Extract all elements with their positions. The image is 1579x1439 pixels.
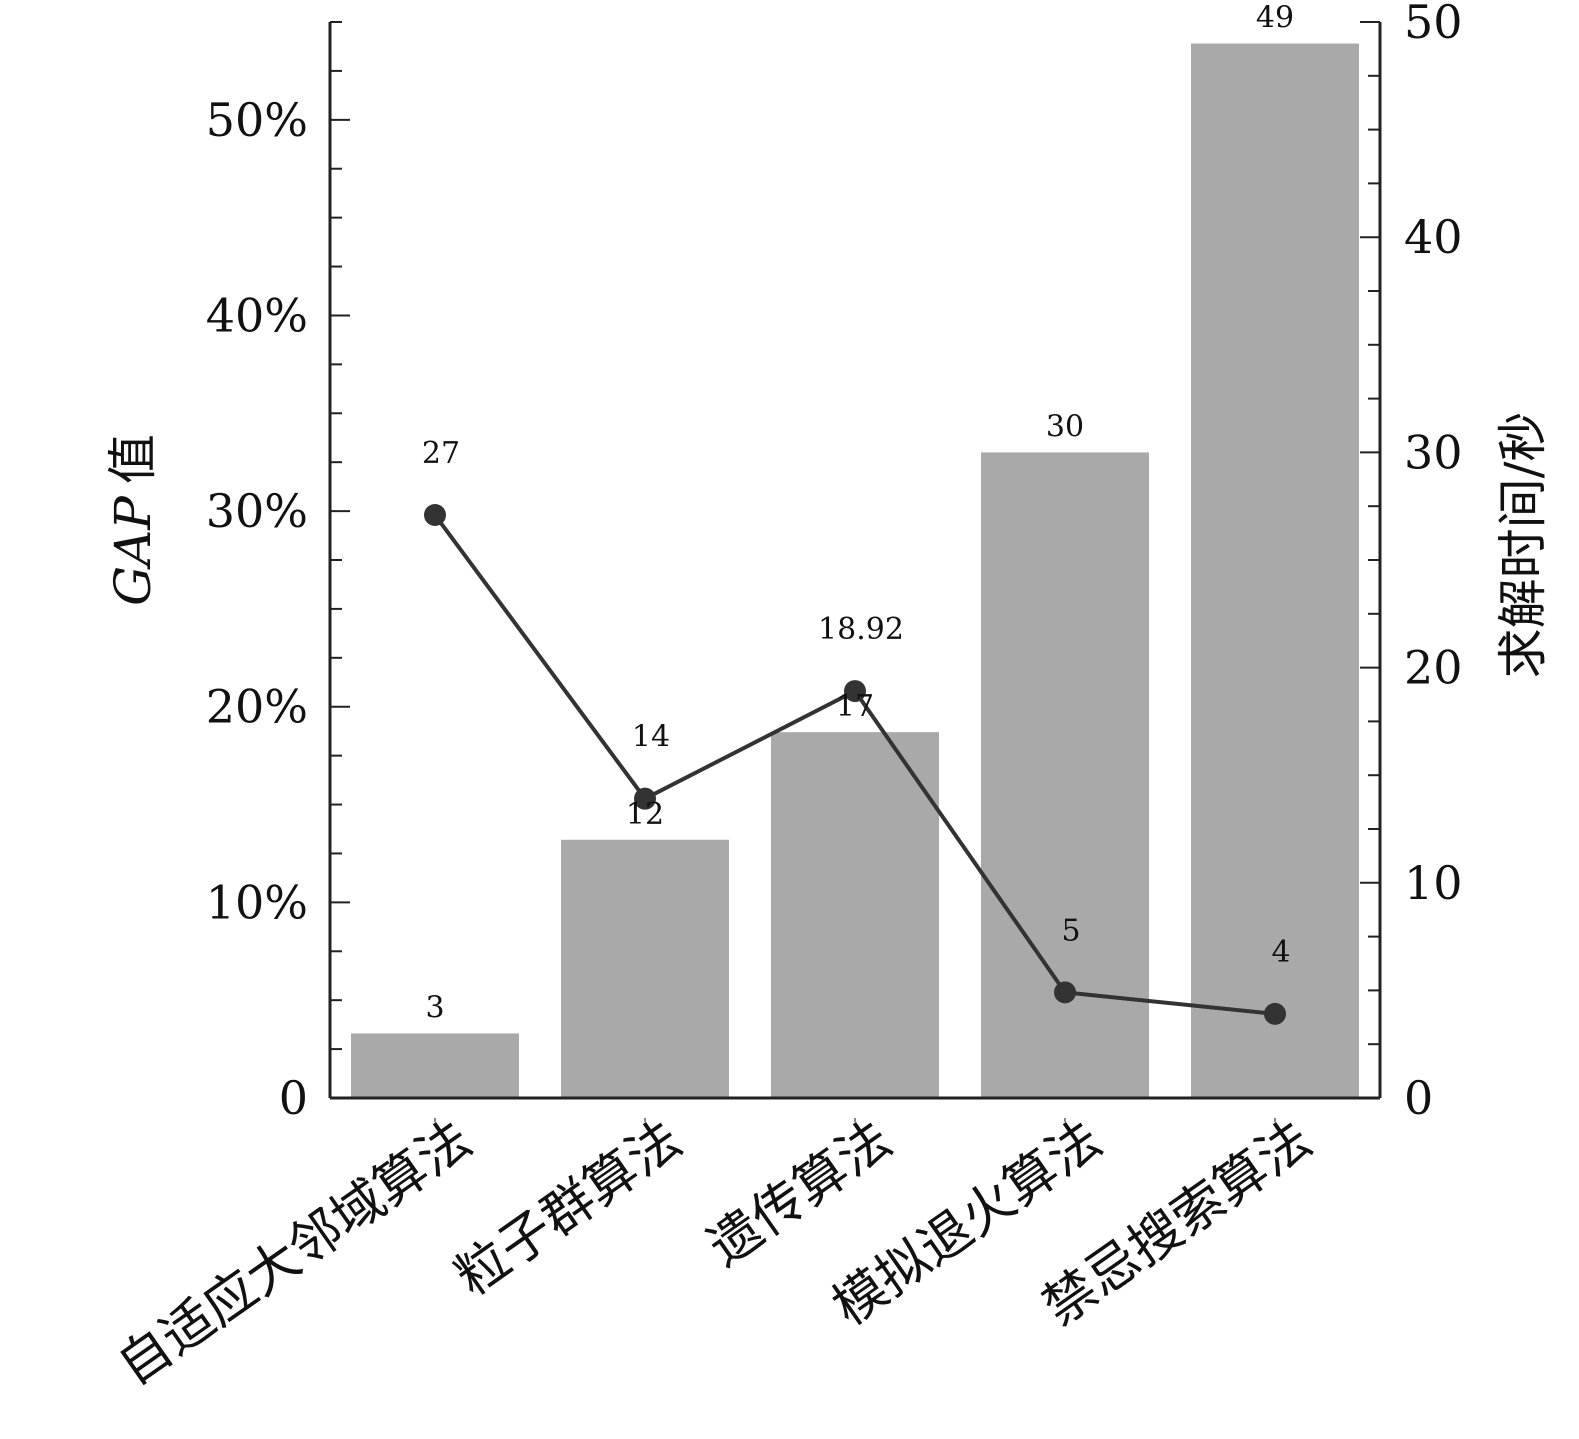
left-axis-title: GAP值 bbox=[104, 434, 162, 606]
axes-layer: 0 10% 20% 30% 40% 50% 0 10 20 30 40 50 bbox=[206, 0, 1463, 1125]
right-tick-label-3: 30 bbox=[1404, 425, 1463, 479]
bar-0 bbox=[351, 1033, 519, 1098]
gap-point-1 bbox=[634, 787, 656, 810]
category-label-2: 遗传算法 bbox=[698, 1109, 903, 1277]
bar-label-3: 30 bbox=[1046, 409, 1084, 444]
bar-1 bbox=[561, 839, 729, 1098]
right-axis-title: 求解时间/秒 bbox=[1494, 412, 1552, 679]
left-tick-label-5: 50% bbox=[206, 93, 308, 147]
gap-label-4: 4 bbox=[1271, 935, 1290, 970]
bar-4 bbox=[1191, 43, 1359, 1098]
right-tick-label-0: 0 bbox=[1404, 1071, 1433, 1125]
right-tick-label-1: 10 bbox=[1404, 856, 1463, 910]
gap-label-0: 27 bbox=[422, 436, 460, 471]
category-label-1: 粒子群算法 bbox=[445, 1109, 692, 1307]
line-layer bbox=[424, 504, 1286, 1025]
gap-point-2 bbox=[844, 680, 866, 703]
gap-point-0 bbox=[424, 504, 446, 527]
left-tick-label-0: 0 bbox=[279, 1071, 308, 1125]
gap-point-4 bbox=[1264, 1002, 1286, 1025]
right-tick-label-4: 40 bbox=[1404, 210, 1463, 264]
bar-label-1: 12 bbox=[626, 797, 664, 832]
category-label-0: 自适应大邻域算法 bbox=[107, 1109, 482, 1397]
right-tick-label-5: 50 bbox=[1404, 0, 1463, 49]
left-tick-label-4: 40% bbox=[206, 288, 308, 342]
bars-layer bbox=[351, 43, 1359, 1098]
bar-label-4: 49 bbox=[1256, 1, 1294, 36]
bar-label-0: 3 bbox=[425, 990, 444, 1025]
left-tick-label-2: 20% bbox=[206, 680, 308, 734]
gap-label-3: 5 bbox=[1061, 913, 1080, 948]
bar-label-2: 17 bbox=[836, 689, 874, 724]
left-tick-label-1: 10% bbox=[206, 875, 308, 929]
right-tick-label-2: 20 bbox=[1404, 641, 1463, 695]
left-tick-label-3: 30% bbox=[206, 484, 308, 538]
gap-point-3 bbox=[1054, 981, 1076, 1004]
gap-label-1: 14 bbox=[632, 720, 670, 755]
gap-label-2: 18.92 bbox=[818, 612, 904, 647]
bar-2 bbox=[771, 732, 939, 1098]
